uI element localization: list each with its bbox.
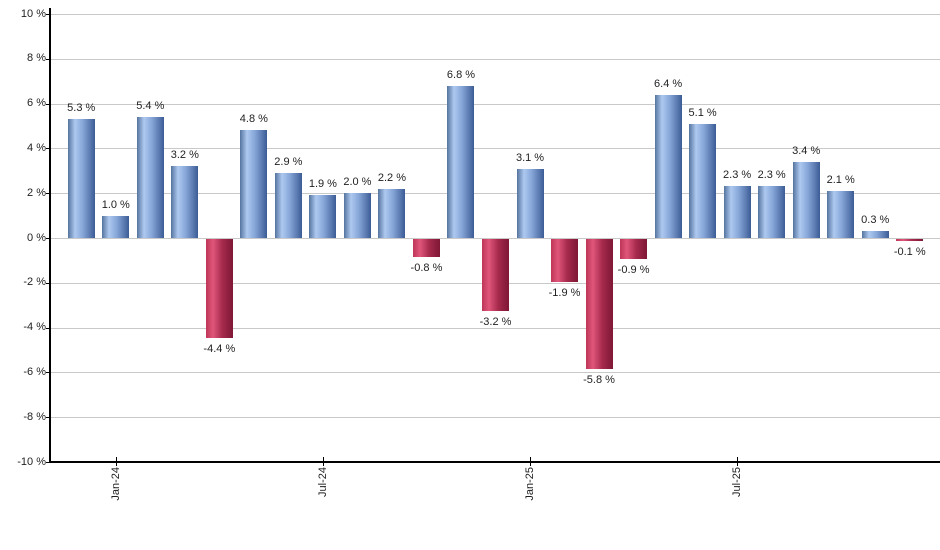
gridline	[51, 372, 940, 374]
bar-value-label: 6.4 %	[654, 77, 683, 90]
y-tick-label: 6 %	[27, 97, 46, 110]
bar-value-label: 3.1 %	[515, 151, 545, 164]
positive-bar	[723, 186, 751, 238]
gridline	[51, 417, 940, 419]
gridline	[51, 148, 940, 150]
bar-value-label: -1.9 %	[548, 286, 581, 299]
gridline	[51, 14, 940, 15]
bar-value-label: 2.1 %	[826, 173, 855, 186]
bar-value-label: 2.9 %	[274, 156, 303, 169]
bar-value-label: -3.2 %	[479, 315, 512, 328]
x-axis-line	[49, 461, 940, 463]
bar-value-label: 2.0 %	[343, 176, 372, 189]
positive-bar	[309, 195, 337, 238]
positive-bar	[171, 166, 199, 238]
bar-value-label: 1.9 %	[308, 178, 337, 191]
bar-value-label: -5.8 %	[583, 373, 615, 386]
bar-value-label: 3.2 %	[170, 149, 199, 162]
bar-value-label: -4.4 %	[203, 342, 236, 355]
y-tick-label: -6 %	[23, 365, 46, 378]
x-tick	[737, 457, 739, 466]
positive-bar	[792, 161, 820, 238]
x-tick-label: Jul-24	[316, 467, 329, 497]
bar-value-label: 6.8 %	[446, 68, 476, 81]
positive-bar	[516, 168, 544, 238]
positive-bar	[861, 231, 889, 238]
gridline	[51, 103, 940, 105]
positive-bar	[654, 94, 682, 238]
bar-value-label: 2.3 %	[757, 169, 786, 182]
negative-bar	[585, 239, 613, 369]
y-tick	[46, 282, 50, 284]
bar-value-label: 2.3 %	[723, 169, 752, 182]
bar-value-label: -0.8 %	[410, 261, 443, 274]
positive-bar	[758, 186, 786, 238]
y-tick	[46, 148, 50, 150]
negative-bar	[620, 239, 648, 260]
negative-bar	[482, 239, 509, 311]
x-tick-label: Jan-24	[109, 467, 122, 501]
positive-bar	[689, 123, 717, 238]
x-tick-label: Jul-25	[731, 467, 744, 497]
gridline	[51, 58, 940, 60]
y-tick	[46, 327, 50, 329]
y-tick-label: -10 %	[17, 455, 46, 468]
x-tick	[530, 457, 532, 466]
bar-value-label: -0.9 %	[617, 264, 650, 277]
positive-bar	[136, 117, 164, 238]
bar-value-label: 5.1 %	[688, 106, 717, 119]
bar-value-label: 1.0 %	[101, 198, 130, 211]
x-tick	[322, 457, 324, 466]
y-axis-line	[49, 8, 51, 462]
bar-value-label: 0.3 %	[861, 214, 890, 227]
positive-bar	[343, 193, 371, 238]
gridline	[51, 327, 940, 329]
x-tick	[115, 457, 117, 466]
y-tick	[46, 462, 50, 463]
bar-value-label: 3.4 %	[792, 144, 821, 157]
positive-bar	[102, 215, 130, 238]
y-tick	[46, 103, 50, 105]
bar-value-label: 5.3 %	[67, 102, 96, 115]
x-tick-label: Jan-25	[524, 467, 537, 501]
negative-bar	[551, 239, 579, 282]
positive-bar	[378, 188, 406, 238]
negative-bar	[412, 239, 440, 257]
positive-bar	[240, 130, 268, 238]
gridline	[51, 193, 940, 195]
gridline	[51, 238, 940, 239]
negative-bar	[896, 239, 924, 242]
bar-value-label: 2.2 %	[377, 171, 407, 184]
y-tick-label: -8 %	[23, 410, 46, 423]
y-tick	[46, 14, 50, 15]
y-tick-label: 8 %	[27, 52, 46, 65]
y-tick	[46, 58, 50, 60]
y-tick-label: -4 %	[23, 321, 46, 334]
y-tick-label: -2 %	[23, 276, 46, 289]
positive-bar	[274, 173, 302, 238]
y-tick	[46, 372, 50, 374]
y-tick	[46, 193, 50, 195]
y-tick-label: 0 %	[27, 231, 46, 244]
y-tick	[46, 238, 50, 239]
y-tick-label: 4 %	[27, 141, 46, 154]
y-tick-label: 10 %	[20, 7, 46, 20]
bar-value-label: 5.4 %	[136, 100, 165, 113]
negative-bar	[205, 239, 233, 338]
positive-bar	[447, 85, 475, 238]
positive-bar	[67, 119, 95, 238]
bar-value-label: -0.1 %	[893, 246, 926, 259]
y-tick	[46, 417, 50, 419]
plot-area	[51, 14, 940, 462]
positive-bar	[827, 190, 855, 238]
y-tick-label: 2 %	[27, 186, 46, 199]
bar-value-label: 4.8 %	[239, 113, 268, 126]
